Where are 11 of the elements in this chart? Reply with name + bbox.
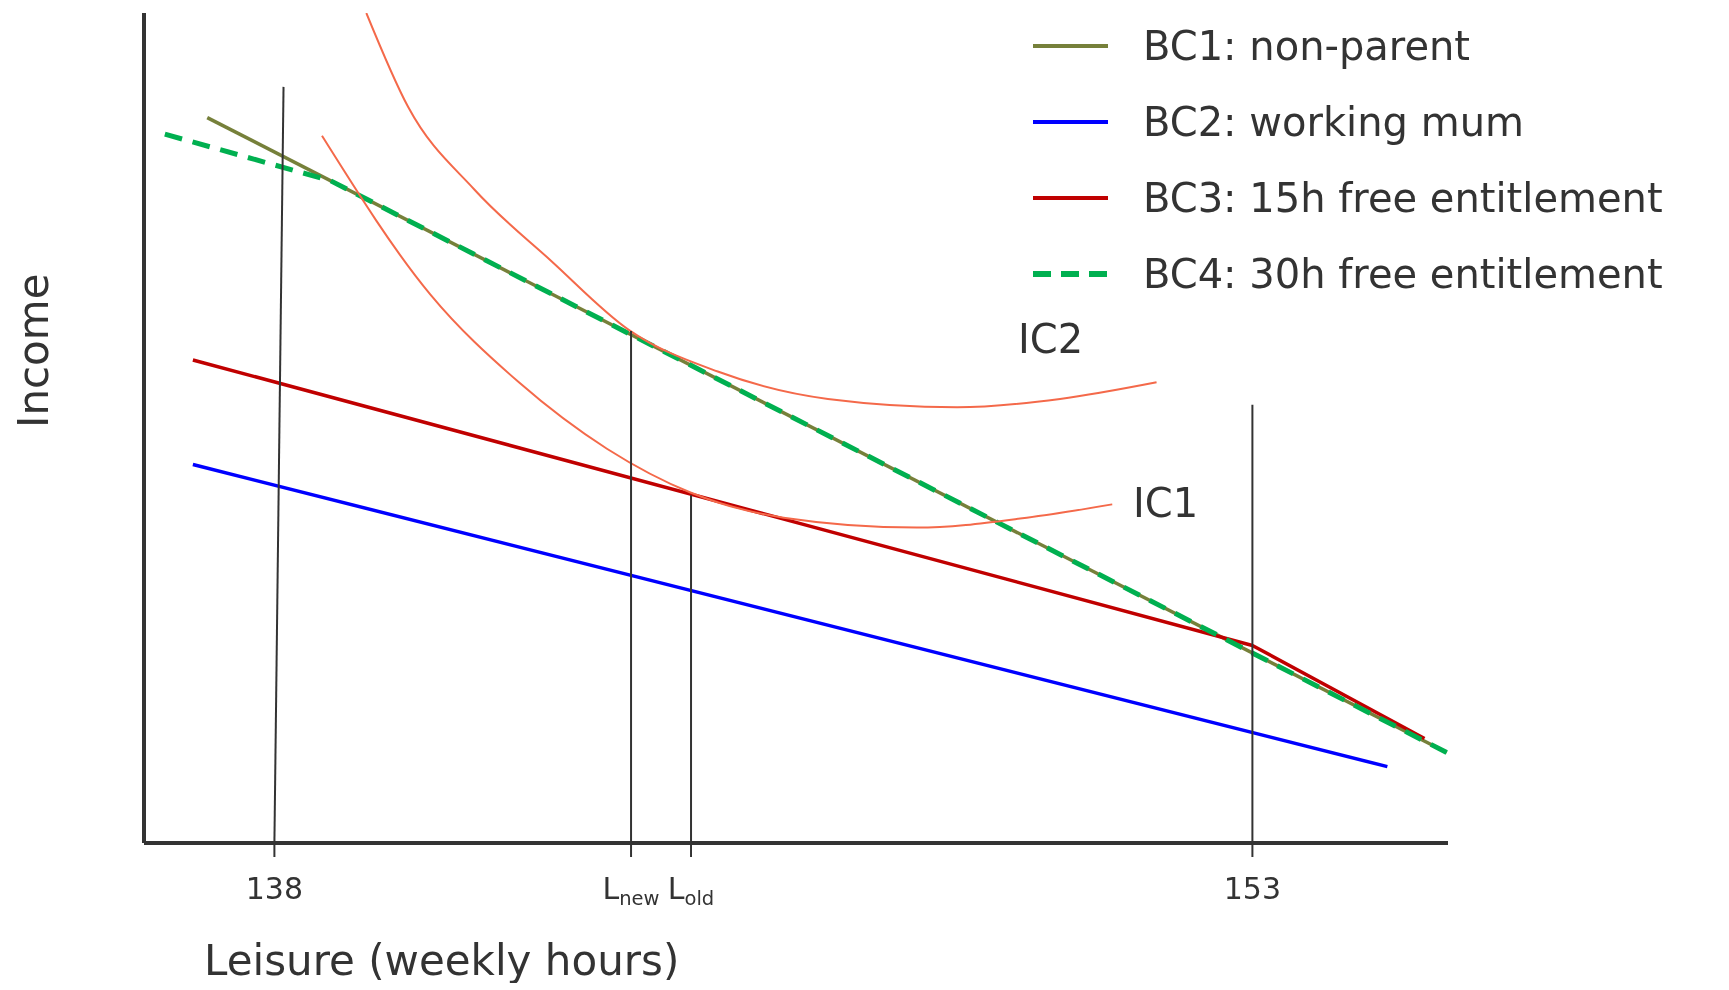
legend-label: BC2: working mum	[1143, 99, 1524, 145]
x-tick-label: L$_{old}$	[667, 871, 715, 910]
annotation: IC2	[1018, 316, 1084, 362]
legend-label: BC3: 15h free entitlement	[1143, 175, 1663, 221]
legend-label: BC4: 30h free entitlement	[1143, 251, 1663, 297]
annotation: IC1	[1133, 480, 1199, 526]
x-tick-label: 153	[1223, 871, 1282, 906]
x-tick-label: 138	[245, 871, 304, 906]
legend-label: BC1: non-parent	[1143, 23, 1471, 69]
y-axis-title: Income	[8, 273, 58, 428]
x-tick-label: L$_{new}$	[602, 871, 660, 910]
